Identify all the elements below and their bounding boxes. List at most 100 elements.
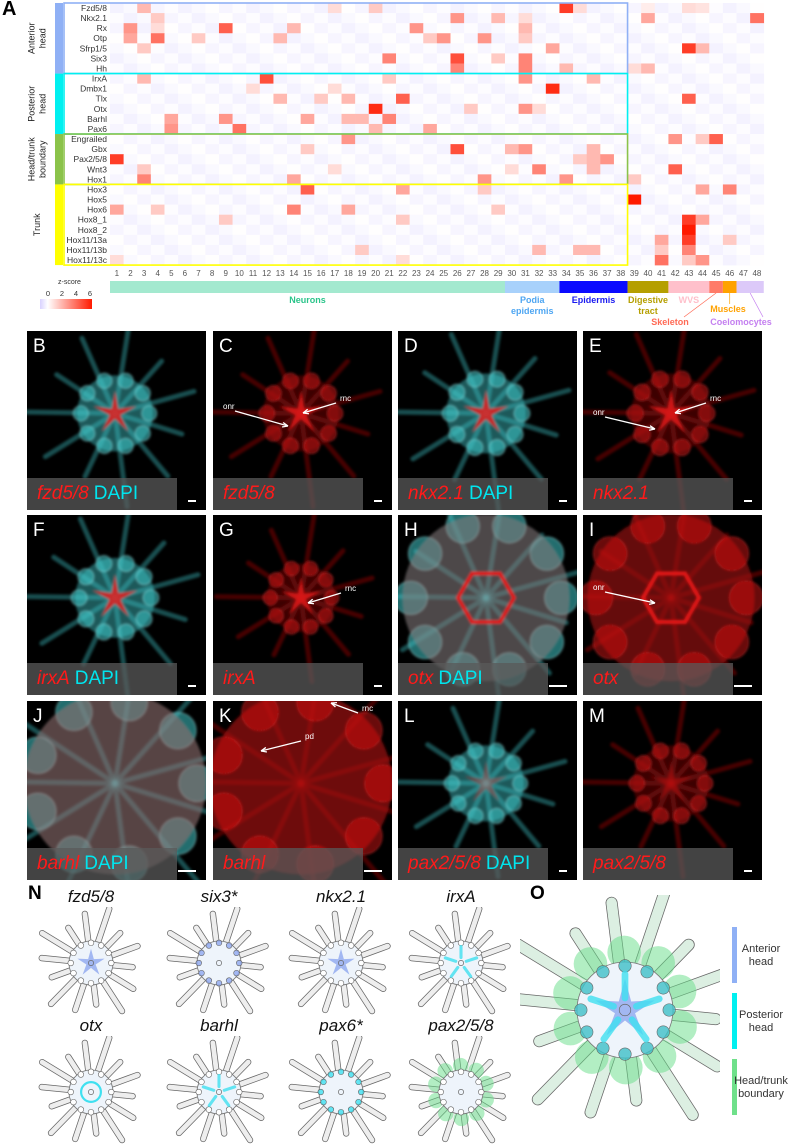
- gene-label: Tlx: [96, 94, 108, 104]
- heatmap-cell: [586, 103, 601, 115]
- heatmap-cell: [600, 83, 615, 95]
- heatmap-cell: [464, 123, 479, 135]
- heatmap-cell: [573, 3, 587, 14]
- heatmap-cell: [423, 244, 438, 256]
- label-strip: [213, 478, 363, 510]
- heatmap-cell: [423, 113, 438, 125]
- annotation-arrow: [330, 702, 359, 714]
- heatmap-cell: [709, 93, 724, 105]
- podium: [327, 942, 335, 949]
- heatmap-cell: [477, 234, 492, 246]
- heatmap-cell: [341, 244, 356, 256]
- heatmap-cell: [736, 33, 751, 44]
- podium: [337, 980, 345, 987]
- heatmap-cell: [682, 123, 696, 135]
- podium: [358, 1088, 365, 1096]
- heatmap-cell: [518, 43, 533, 54]
- heatmap-cell: [341, 255, 356, 266]
- heatmap-cell: [246, 134, 261, 145]
- heatmap-cell: [191, 23, 206, 34]
- heatmap-cell: [205, 73, 220, 84]
- heatmap-cell: [545, 73, 560, 84]
- heatmap-cell: [545, 214, 560, 226]
- heatmap-cell: [423, 63, 438, 74]
- heatmap-cell: [137, 255, 152, 266]
- heatmap-cell: [750, 83, 765, 95]
- podium: [195, 1088, 202, 1096]
- heatmap-cell: [545, 244, 560, 256]
- heatmap-cell: [246, 83, 261, 95]
- heatmap-cell: [709, 255, 724, 266]
- heatmap-cell: [450, 134, 465, 145]
- heatmap-cell: [627, 43, 642, 54]
- heatmap-cell: [641, 33, 656, 44]
- heatmap-cell: [450, 3, 465, 14]
- heatmap-cell: [409, 103, 424, 115]
- podium: [358, 959, 365, 967]
- heatmap-cell: [259, 33, 274, 44]
- heatmap-cell: [150, 144, 165, 155]
- heatmap-cell: [314, 224, 329, 236]
- podium: [320, 1078, 327, 1086]
- heatmap-cell: [545, 255, 560, 266]
- group-color-bar: [55, 3, 63, 74]
- heatmap-cell: [287, 13, 301, 24]
- legend-label: boundary: [738, 1088, 784, 1100]
- heatmap-cell: [355, 103, 370, 115]
- heatmap-cell: [191, 234, 206, 246]
- heatmap-cell: [545, 194, 560, 205]
- heatmap-cell: [110, 73, 124, 84]
- heatmap-cell: [682, 154, 696, 165]
- heatmap-cell: [750, 134, 765, 145]
- heatmap-cell: [573, 93, 587, 105]
- podium: [457, 1109, 465, 1116]
- heatmap-cell: [722, 244, 737, 256]
- heatmap-cell: [545, 63, 560, 74]
- heatmap-cell: [464, 204, 479, 215]
- heatmap-cell: [504, 184, 519, 195]
- column-tick-label: 28: [480, 269, 489, 278]
- podium: [574, 1003, 588, 1017]
- heatmap-cell: [668, 63, 683, 74]
- heatmap-cell: [382, 73, 397, 84]
- heatmap-cell: [396, 184, 410, 195]
- expression-domain: [77, 948, 105, 975]
- heatmap-cell: [532, 113, 547, 125]
- scale-bar: [188, 500, 196, 502]
- heatmap-cell: [736, 13, 751, 24]
- heatmap-cell: [423, 103, 438, 115]
- heatmap-cell: [110, 134, 124, 145]
- heatmap-cell: [191, 214, 206, 226]
- heatmap-cell: [654, 63, 669, 74]
- gene-name: fzd5/8: [223, 483, 275, 504]
- group-color-bar: [55, 73, 63, 135]
- podium: [355, 949, 362, 957]
- gene-label: Hox8_2: [78, 225, 108, 235]
- heatmap-cell: [327, 103, 342, 115]
- heatmap-cell: [559, 43, 574, 54]
- heatmap-cell: [396, 154, 410, 165]
- heatmap-cell: [586, 23, 601, 34]
- heatmap-cell: [436, 83, 451, 95]
- heatmap-cell: [273, 255, 288, 266]
- heatmap-cell: [164, 164, 179, 175]
- heatmap-cell: [477, 33, 492, 44]
- heatmap-cell: [600, 224, 615, 236]
- heatmap-cell: [600, 144, 615, 155]
- heatmap-cell: [300, 43, 315, 54]
- heatmap-cell: [137, 33, 152, 44]
- heatmap-cell: [464, 103, 479, 115]
- heatmap-cell: [409, 164, 424, 175]
- heatmap-cell: [300, 184, 315, 195]
- heatmap-cell: [396, 93, 410, 105]
- heatmap-cell: [736, 134, 751, 145]
- heatmap-cell: [409, 33, 424, 44]
- scale-bar: [734, 685, 752, 687]
- heatmap-cell: [586, 113, 601, 125]
- heatmap-cell: [409, 174, 424, 185]
- heatmap-cell: [750, 33, 765, 44]
- heatmap-cell: [695, 204, 710, 215]
- heatmap-cell: [750, 204, 765, 215]
- heatmap-cell: [355, 83, 370, 95]
- heatmap-cell: [450, 23, 465, 34]
